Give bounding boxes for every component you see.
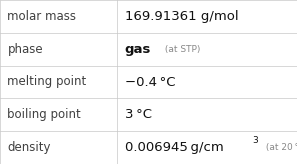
Text: (at STP): (at STP) [162, 45, 200, 54]
Text: 3: 3 [252, 136, 258, 145]
Text: boiling point: boiling point [7, 108, 81, 121]
Text: 3 °C: 3 °C [125, 108, 152, 121]
Text: molar mass: molar mass [7, 10, 76, 23]
Text: 0.006945 g/cm: 0.006945 g/cm [125, 141, 223, 154]
Text: density: density [7, 141, 51, 154]
Text: gas: gas [125, 43, 151, 56]
Text: (at 20 °C): (at 20 °C) [263, 143, 297, 152]
Text: −0.4 °C: −0.4 °C [125, 75, 175, 89]
Text: phase: phase [7, 43, 43, 56]
Text: melting point: melting point [7, 75, 87, 89]
Text: 169.91361 g/mol: 169.91361 g/mol [125, 10, 238, 23]
